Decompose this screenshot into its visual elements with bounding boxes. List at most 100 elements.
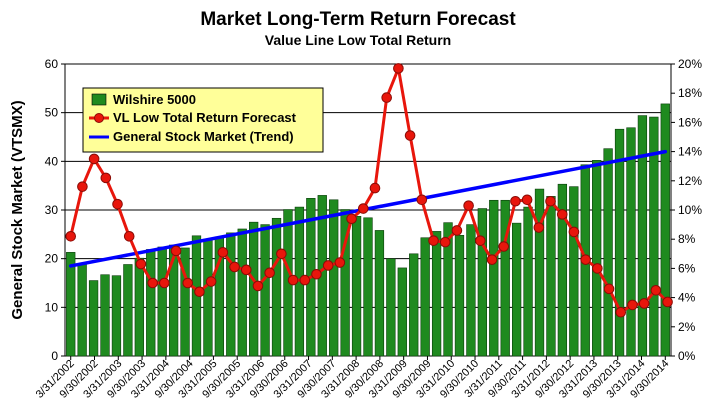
- forecast-point: [662, 296, 673, 308]
- forecast-point: [603, 283, 615, 295]
- legend-box: [82, 87, 324, 153]
- forecast-point: [229, 261, 240, 273]
- bar: [454, 235, 465, 357]
- forecast-point: [147, 277, 158, 289]
- bar: [123, 264, 133, 357]
- bar: [88, 280, 99, 357]
- bar: [569, 186, 579, 357]
- right-tick-label: 20%: [678, 57, 702, 71]
- bar: [203, 238, 213, 357]
- bar: [523, 206, 533, 357]
- forecast-line: [69, 66, 669, 314]
- forecast-point: [100, 172, 112, 184]
- bar: [111, 275, 122, 357]
- forecast-point: [88, 153, 100, 165]
- forecast-point: [638, 298, 650, 309]
- forecast-point: [346, 213, 357, 225]
- forecast-point: [545, 195, 556, 207]
- left-tick-label: 10: [45, 300, 59, 314]
- forecast-point: [556, 209, 568, 220]
- bar: [397, 267, 407, 357]
- bar: [443, 222, 453, 357]
- chart-title: Market Long-Term Return Forecast: [200, 9, 516, 30]
- right-tick-label: 2%: [678, 320, 696, 334]
- bar: [420, 237, 430, 357]
- bar: [477, 208, 487, 357]
- bar: [77, 263, 87, 357]
- forecast-point: [521, 194, 533, 206]
- forecast-point: [592, 263, 603, 274]
- bar: [146, 249, 156, 357]
- bar: [100, 274, 110, 357]
- forecast-point: [112, 198, 123, 210]
- bar: [534, 188, 545, 357]
- forecast-point: [322, 260, 334, 271]
- bar: [340, 209, 350, 357]
- right-tick-label: 4%: [678, 291, 696, 305]
- legend-swatch-wilshire: [91, 93, 107, 106]
- bar: [374, 230, 385, 357]
- y-axis-label: General Stock Market (VTSMX): [9, 100, 26, 319]
- bar: [237, 228, 247, 357]
- bar: [500, 199, 510, 357]
- forecast-point: [498, 241, 510, 252]
- forecast-point: [135, 258, 147, 270]
- bar: [592, 160, 602, 357]
- forecast-point: [463, 200, 474, 211]
- forecast-point: [276, 248, 287, 260]
- bar: [637, 115, 648, 357]
- bar: [557, 183, 568, 357]
- forecast-point: [615, 306, 627, 318]
- right-tick-label: 6%: [678, 261, 696, 275]
- legend: Wilshire 5000 VL Low Total Return Foreca…: [82, 87, 324, 153]
- bar-series: [66, 103, 670, 357]
- forecast-point: [252, 280, 264, 292]
- bar: [260, 224, 270, 357]
- forecast-point: [299, 274, 311, 286]
- bar: [271, 217, 282, 357]
- forecast-point: [357, 203, 369, 214]
- forecast-point: [416, 194, 428, 206]
- forecast-point: [77, 181, 88, 192]
- left-tick-label: 20: [45, 252, 59, 266]
- bar: [66, 252, 76, 357]
- forecast-point: [159, 277, 170, 289]
- bar: [649, 116, 659, 357]
- left-tick-label: 30: [45, 203, 59, 217]
- forecast-point: [205, 276, 217, 287]
- forecast-series: [65, 63, 673, 318]
- bar: [431, 231, 442, 357]
- forecast-point: [627, 299, 638, 311]
- right-tick-label: 14%: [678, 145, 702, 159]
- bar: [351, 216, 362, 357]
- legend-swatch-forecast-marker: [94, 113, 104, 123]
- bar: [603, 148, 613, 357]
- forecast-point: [486, 254, 498, 265]
- bar: [363, 217, 373, 357]
- right-tick-label: 10%: [678, 203, 702, 217]
- forecast-point: [369, 182, 381, 194]
- forecast-point: [311, 268, 322, 280]
- forecast-point: [123, 230, 135, 242]
- forecast-point: [334, 257, 346, 268]
- forecast-point: [580, 254, 591, 265]
- forecast-point: [533, 222, 545, 233]
- left-tick-label: 60: [45, 57, 59, 71]
- right-tick-label: 18%: [678, 86, 702, 100]
- forecast-point: [428, 235, 439, 246]
- forecast-point: [650, 285, 662, 296]
- forecast-point: [170, 245, 182, 257]
- legend-label-wilshire: Wilshire 5000: [113, 92, 196, 107]
- bar: [546, 196, 556, 357]
- bar: [626, 127, 636, 357]
- bar: [386, 258, 396, 357]
- bar: [511, 222, 522, 357]
- bar: [180, 247, 190, 357]
- left-tick-label: 50: [45, 106, 59, 120]
- legend-label-trend: General Stock Market (Trend): [113, 129, 294, 144]
- forecast-point: [451, 225, 463, 236]
- right-tick-label: 0%: [678, 349, 696, 363]
- bar: [660, 103, 670, 357]
- right-tick-label: 12%: [678, 174, 702, 188]
- forecast-point: [217, 247, 229, 258]
